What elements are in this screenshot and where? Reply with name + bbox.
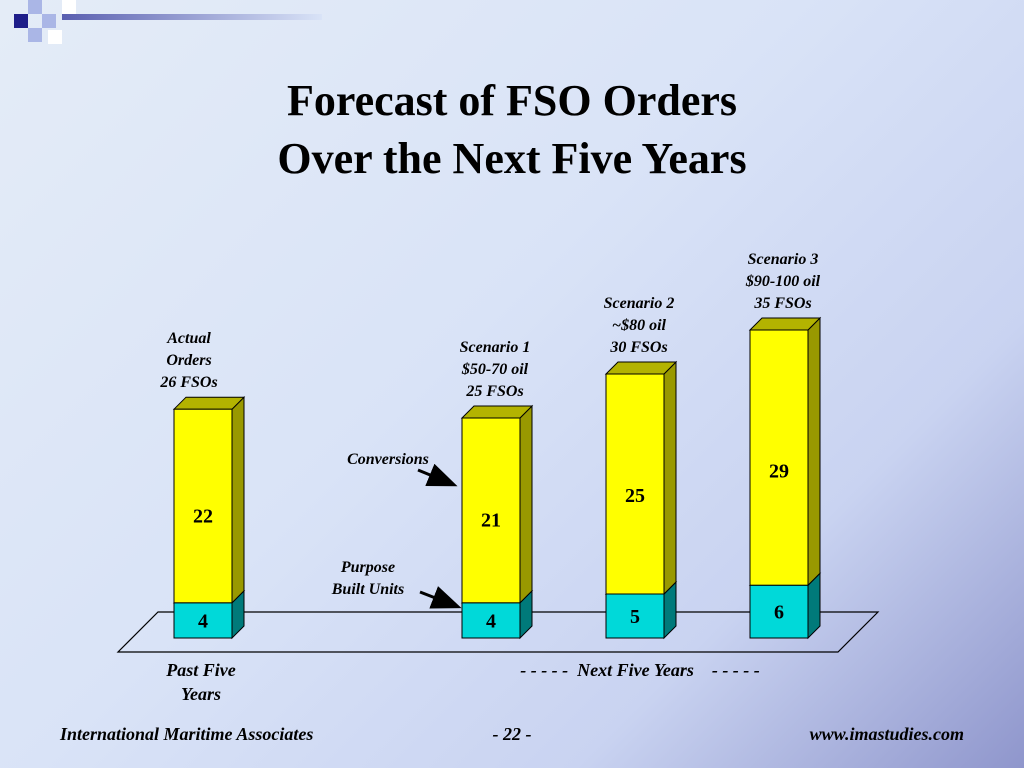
footer-company: International Maritime Associates [60,724,314,744]
bar-category-label: Actual [166,330,211,347]
bar-conversions [460,404,534,605]
bar-category-label: Scenario 1 [460,339,531,356]
decorative-corner-squares [0,0,322,60]
bar-category-label: ~$80 oil [612,317,667,334]
bar-conversions [172,395,246,605]
bar-value-label: 21 [481,510,501,532]
title-line-1: Forecast of FSO Orders [286,76,738,125]
bar-value-label: 29 [769,460,789,482]
bar-value-label: 25 [625,485,645,507]
arrow-to-conversions [417,463,458,487]
annotation-purpose-built: Purpose [340,559,395,576]
bar-category-label: $90-100 oil [745,273,821,290]
bar-category-label: Orders [166,352,211,369]
annotation-purpose-built: Built Units [331,581,404,598]
bar-value-label: 6 [774,602,784,624]
footer-website[interactable]: www.imastudies.com [809,724,964,744]
bar-value-label: 22 [193,506,213,528]
bar-category-label: Scenario 3 [748,251,819,268]
bar-category-label: 30 FSOs [609,339,667,356]
bar-value-label: 4 [198,610,208,632]
annotation-conversions: Conversions [347,451,429,468]
slide-title: Forecast of FSO Orders Over the Next Fiv… [0,72,1024,188]
bar-value-label: 4 [486,610,496,632]
footer-page-number: - 22 - [492,724,532,744]
x-group-next-label: - - - - - Next Five Years - - - - - [520,660,760,680]
bar-category-label: 26 FSOs [159,374,217,391]
bar-category-label: 25 FSOs [465,383,523,400]
bar-conversions [604,360,678,596]
x-group-past-label: Years [181,684,221,704]
bar-conversions [748,316,822,587]
bar-value-label: 5 [630,606,640,628]
bar-category-label: Scenario 2 [604,295,675,312]
x-group-past-label: Past Five [165,660,236,680]
bar-category-label: $50-70 oil [461,361,529,378]
title-line-2: Over the Next Five Years [277,134,747,183]
arrow-to-purpose-built [419,586,462,609]
bar-category-label: 35 FSOs [753,295,811,312]
